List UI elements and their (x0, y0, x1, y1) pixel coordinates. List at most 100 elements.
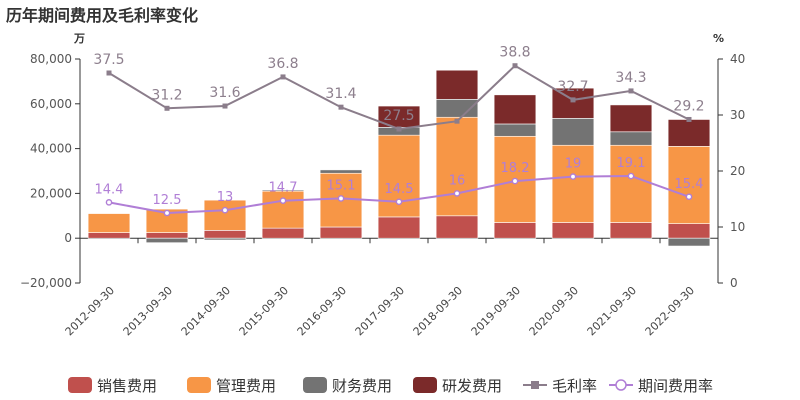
x-tick-label: 2012-09-30 (63, 284, 117, 338)
right-tick-label: 30 (730, 108, 745, 122)
point-period_rate (221, 206, 229, 214)
x-tick-label: 2021-09-30 (585, 284, 639, 338)
data-label-gross_margin: 37.5 (93, 52, 124, 68)
x-tick-label: 2014-09-30 (179, 284, 233, 338)
data-label-period_rate: 18.2 (501, 161, 530, 176)
legend-label-sales: 销售费用 (97, 377, 157, 395)
data-label-period_rate: 15.4 (675, 177, 704, 192)
data-label-gross_margin: 38.8 (499, 45, 530, 61)
legend-swatch-sales (68, 377, 92, 393)
bar-finance (493, 123, 537, 137)
legend-label-period_rate: 期间费用率 (638, 377, 713, 395)
bar-sales (377, 216, 421, 239)
left-tick-label: 60,000 (30, 97, 72, 111)
data-label-period_rate: 13 (217, 190, 234, 205)
bar-series (87, 69, 711, 247)
data-label-gross_margin: 31.2 (151, 87, 182, 103)
point-gross_margin (222, 103, 228, 109)
bar-sales (493, 222, 537, 239)
point-period_rate (511, 177, 519, 185)
x-tick-labels: 2012-09-30 2013-09-30 2014-09-30 2015-09-30… (63, 284, 697, 338)
bar-admin (261, 190, 305, 229)
point-gross_margin (164, 105, 170, 111)
point-gross_margin (280, 74, 286, 80)
bar-sales (319, 226, 363, 239)
data-label-period_rate: 16 (449, 173, 466, 188)
data-label-gross_margin: 29.2 (673, 98, 704, 114)
x-tick-label: 2016-09-30 (295, 284, 349, 338)
bar-finance (145, 237, 189, 243)
bar-finance (551, 118, 595, 146)
watermark: 知乎 @失效分析 (612, 358, 736, 378)
point-gross_margin (686, 116, 692, 122)
left-tick-label: 80,000 (30, 52, 72, 66)
legend-swatch-admin (187, 377, 211, 393)
bar-sales (261, 227, 305, 239)
legend-label-rnd: 研发费用 (442, 377, 502, 395)
point-period_rate (279, 197, 287, 204)
x-tick-label: 2013-09-30 (121, 284, 175, 338)
data-label-gross_margin: 31.6 (209, 85, 240, 101)
legend-swatch-finance (303, 377, 327, 393)
point-gross_margin (338, 104, 344, 110)
right-tick-label: 40 (730, 52, 745, 66)
left-tick-label: 20,000 (30, 186, 72, 200)
point-gross_margin (570, 97, 576, 103)
data-label-period_rate: 19.1 (617, 156, 646, 171)
bar-sales (87, 232, 131, 239)
left-tick-label: 0 (64, 231, 72, 245)
bar-finance (667, 237, 711, 247)
bar-rnd (435, 69, 479, 100)
data-label-gross_margin: 34.3 (615, 70, 646, 86)
x-tick-label: 2017-09-30 (353, 284, 407, 338)
x-tick-label: 2022-09-30 (643, 284, 697, 338)
legend-marker-gross_margin (531, 381, 539, 389)
bar-sales (609, 222, 653, 239)
line-series (105, 63, 693, 217)
data-label-gross_margin: 31.4 (325, 86, 356, 102)
point-gross_margin (106, 70, 112, 76)
point-period_rate (337, 195, 345, 202)
bar-rnd (609, 104, 653, 133)
bar-admin (435, 116, 479, 217)
data-label-gross_margin: 32.7 (557, 79, 588, 95)
bar-finance (319, 169, 363, 174)
right-axis-unit: % (713, 32, 724, 45)
legend-label-gross_margin: 毛利率 (552, 377, 597, 395)
data-label-gross_margin: 27.5 (383, 108, 414, 124)
data-label-gross_margin: 36.8 (267, 56, 298, 72)
point-period_rate (395, 198, 403, 206)
bar-rnd (493, 94, 537, 125)
left-axis-unit: 万 (73, 32, 85, 45)
legend-swatch-rnd (413, 377, 437, 393)
data-label-period_rate: 15.1 (327, 178, 356, 193)
point-gross_margin (512, 63, 518, 69)
bar-sales (551, 222, 595, 239)
point-period_rate (105, 199, 113, 206)
bar-sales (667, 223, 711, 239)
point-gross_margin (628, 88, 634, 94)
point-period_rate (569, 173, 577, 180)
x-tick-label: 2020-09-30 (527, 284, 581, 338)
data-label-period_rate: 14.7 (269, 181, 298, 196)
bar-admin (87, 213, 131, 233)
bar-rnd (667, 119, 711, 147)
left-tick-label: −20,000 (20, 276, 72, 290)
bar-admin (203, 199, 247, 231)
bar-rnd (551, 87, 595, 119)
point-period_rate (685, 193, 693, 201)
data-label-period_rate: 14.5 (385, 182, 414, 197)
right-tick-label: 20 (730, 164, 745, 178)
bar-sales (435, 215, 479, 239)
legend: 销售费用 管理费用 财务费用 研发费用 毛利率 期间费用率 (68, 377, 713, 395)
bar-admin (551, 144, 595, 223)
x-tick-label: 2019-09-30 (469, 284, 523, 338)
legend-marker-period_rate (615, 379, 627, 391)
bar-admin (145, 208, 189, 233)
left-tick-label: 40,000 (30, 142, 72, 156)
bar-sales (145, 232, 189, 239)
bar-finance (203, 237, 247, 241)
data-label-period_rate: 19 (565, 157, 582, 172)
point-gross_margin (396, 126, 402, 132)
